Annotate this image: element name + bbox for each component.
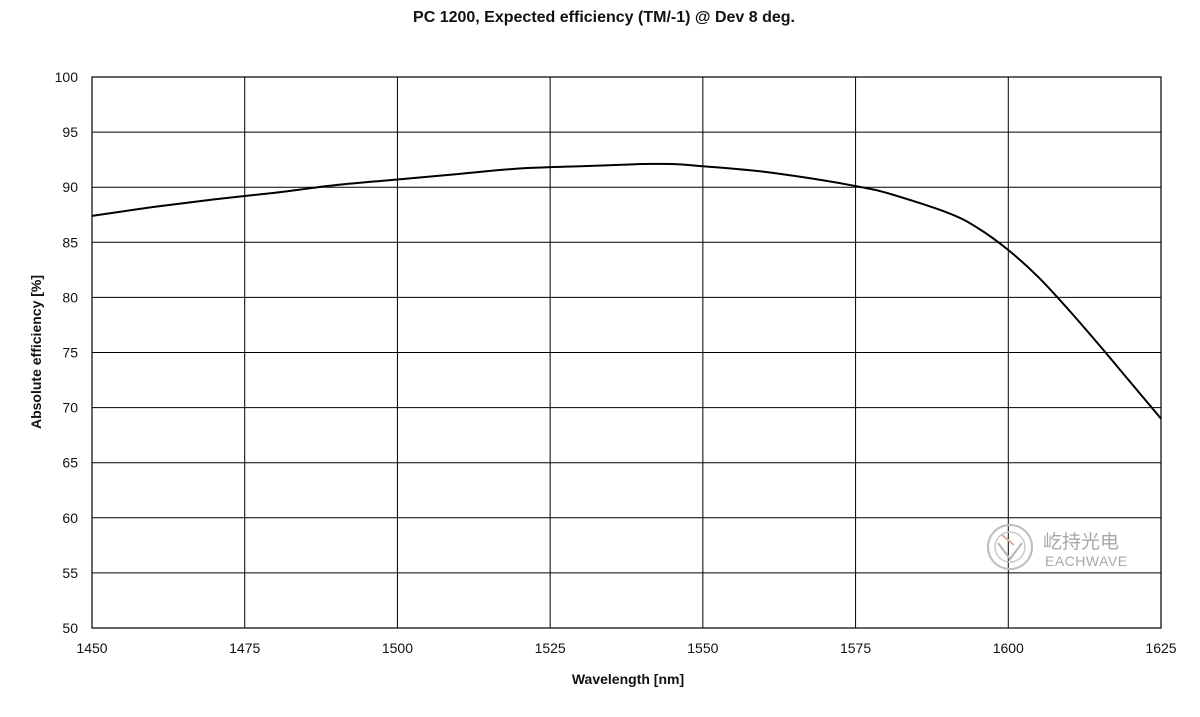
x-tick-label: 1550 <box>687 640 718 656</box>
y-axis-label: Absolute efficiency [%] <box>28 275 44 429</box>
eachwave-logo-icon <box>987 524 1033 570</box>
y-tick-label: 85 <box>62 234 78 250</box>
y-tick-label: 75 <box>62 345 78 361</box>
chart-title: PC 1200, Expected efficiency (TM/-1) @ D… <box>413 9 795 26</box>
y-tick-label: 55 <box>62 565 78 581</box>
x-axis-label: Wavelength [nm] <box>572 671 684 687</box>
x-tick-label: 1625 <box>1145 640 1176 656</box>
y-tick-labels: 50 55 60 65 70 75 80 85 90 95 100 <box>55 69 79 636</box>
x-tick-label: 1575 <box>840 640 871 656</box>
series-group <box>91 162 1162 420</box>
efficiency-series-line <box>91 162 1162 420</box>
y-tick-label: 80 <box>62 289 78 305</box>
x-tick-label: 1500 <box>382 640 413 656</box>
y-tick-label: 70 <box>62 400 78 416</box>
y-tick-label: 100 <box>55 69 79 85</box>
y-tick-label: 95 <box>62 124 78 140</box>
x-tick-label: 1525 <box>535 640 566 656</box>
watermark-brand-cn: 屹持光电 <box>1043 531 1119 553</box>
x-tick-label: 1600 <box>993 640 1024 656</box>
y-tick-label: 50 <box>62 620 78 636</box>
y-tick-label: 65 <box>62 455 78 471</box>
x-tick-labels: 1450 1475 1500 1525 1550 1575 1600 1625 <box>76 640 1176 656</box>
watermark: 屹持光电 EACHWAVE <box>987 524 1128 570</box>
x-tick-label: 1475 <box>229 640 260 656</box>
y-tick-label: 60 <box>62 510 78 526</box>
watermark-brand-en: EACHWAVE <box>1045 553 1128 569</box>
x-tick-label: 1450 <box>76 640 107 656</box>
y-tick-label: 90 <box>62 179 78 195</box>
plot-frame <box>91 76 1162 629</box>
